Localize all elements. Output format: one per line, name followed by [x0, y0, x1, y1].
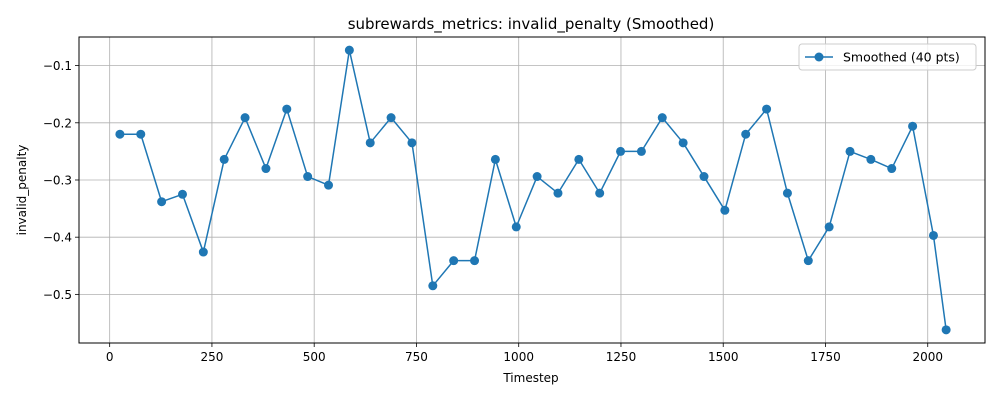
data-point: [803, 256, 813, 266]
data-point: [428, 281, 438, 291]
x-tick-label: 2000: [912, 350, 943, 364]
data-point: [782, 188, 792, 198]
data-point: [136, 129, 146, 139]
data-point: [511, 222, 521, 232]
y-tick-label: −0.3: [43, 173, 72, 187]
data-point: [303, 172, 313, 182]
data-point: [198, 247, 208, 257]
data-point: [386, 113, 396, 123]
data-point: [157, 197, 167, 207]
legend-entry-label: Smoothed (40 pts): [843, 50, 960, 65]
legend-point-marker: [814, 52, 824, 62]
data-point: [365, 138, 375, 148]
data-point: [324, 180, 334, 190]
data-point: [407, 138, 417, 148]
data-point: [240, 113, 250, 123]
data-point: [490, 154, 500, 164]
x-tick-label: 1500: [708, 350, 739, 364]
legend: Smoothed (40 pts): [798, 43, 977, 71]
data-point: [115, 129, 125, 139]
x-tick-label: 1750: [810, 350, 841, 364]
data-point: [636, 146, 646, 156]
data-point: [282, 104, 292, 114]
data-point: [699, 172, 709, 182]
data-point: [449, 256, 459, 266]
x-tick-label: 250: [200, 350, 223, 364]
data-point: [866, 154, 876, 164]
data-point: [595, 188, 605, 198]
data-point: [616, 146, 626, 156]
y-tick-label: −0.2: [43, 116, 72, 130]
data-series: [115, 45, 951, 335]
y-axis-label: invalid_penalty: [15, 145, 29, 236]
data-point: [574, 154, 584, 164]
data-point: [219, 154, 229, 164]
data-point: [553, 188, 563, 198]
data-point: [741, 129, 751, 139]
legend-box: [798, 43, 977, 71]
data-point: [344, 45, 354, 55]
x-tick-label: 500: [303, 350, 326, 364]
data-point: [908, 121, 918, 131]
y-axis-ticks: −0.5 −0.4 −0.3 −0.2 −0.1: [43, 59, 79, 302]
data-point: [678, 138, 688, 148]
data-point: [532, 172, 542, 182]
gridlines: [79, 37, 985, 343]
plot-frame: [78, 36, 986, 344]
data-point: [657, 113, 667, 123]
data-point: [177, 189, 187, 199]
data-point: [824, 222, 834, 232]
data-point: [470, 256, 480, 266]
data-point: [887, 164, 897, 174]
x-tick-label: 0: [106, 350, 114, 364]
data-point: [261, 164, 271, 174]
data-point: [845, 146, 855, 156]
data-point: [720, 205, 730, 215]
chart-title: subrewards_metrics: invalid_penalty (Smo…: [348, 15, 715, 34]
x-axis-ticks: 0 250 500 750 1000 1250 1500 1750 2000: [106, 343, 943, 364]
y-tick-label: −0.1: [43, 59, 72, 73]
x-tick-label: 1000: [503, 350, 534, 364]
y-tick-label: −0.5: [43, 288, 72, 302]
data-point: [941, 325, 951, 335]
data-point: [762, 104, 772, 114]
x-axis-label: Timestep: [502, 371, 558, 385]
data-point: [928, 230, 938, 240]
x-tick-label: 1250: [606, 350, 637, 364]
x-tick-label: 750: [405, 350, 428, 364]
y-tick-label: −0.4: [43, 231, 72, 245]
